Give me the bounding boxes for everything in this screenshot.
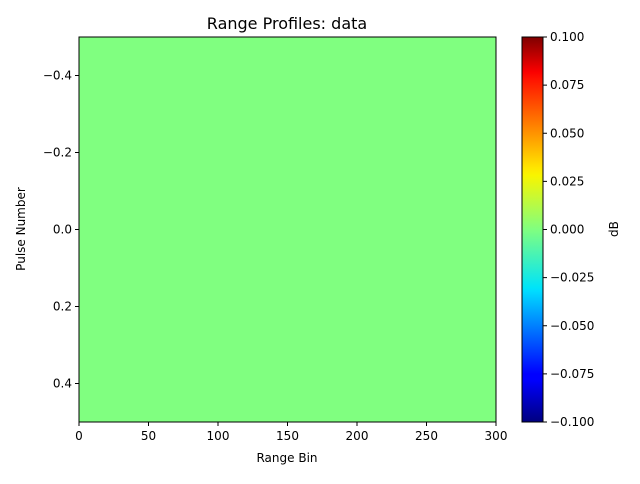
colorbar [522, 37, 543, 422]
colorbar-tick-label: −0.075 [550, 367, 594, 381]
colorbar-tick-label: 0.050 [550, 126, 584, 140]
y-tick-label: 0.4 [53, 377, 72, 391]
colorbar-label: dB [607, 221, 621, 237]
x-tick-label: 0 [75, 429, 83, 443]
x-tick-label: 250 [415, 429, 438, 443]
x-tick-label: 50 [141, 429, 156, 443]
y-axis: −0.4 −0.2 0.0 0.2 0.4 [43, 69, 79, 391]
y-tick-label: −0.2 [43, 146, 72, 160]
colorbar-axis: −0.100 −0.075 −0.050 −0.025 0.000 0.025 0.050 0… [543, 30, 594, 429]
colorbar-tick-label: −0.100 [550, 415, 594, 429]
colorbar-tick-label: 0.000 [550, 223, 584, 237]
colorbar-tick-label: 0.100 [550, 30, 584, 44]
x-tick-label: 100 [207, 429, 230, 443]
colorbar-tick-label: 0.075 [550, 78, 584, 92]
x-tick-label: 200 [346, 429, 369, 443]
colorbar-tick-label: 0.025 [550, 174, 584, 188]
colorbar-tick-label: −0.025 [550, 271, 594, 285]
colorbar-tick-label: −0.050 [550, 319, 594, 333]
heatmap-cell [79, 37, 496, 422]
x-tick-label: 150 [276, 429, 299, 443]
x-axis-label: Range Bin [256, 451, 317, 465]
x-axis: 0 50 100 150 200 250 300 [75, 422, 507, 443]
y-tick-label: 0.0 [53, 223, 72, 237]
y-tick-label: 0.2 [53, 300, 72, 314]
y-axis-label: Pulse Number [14, 187, 28, 271]
y-tick-label: −0.4 [43, 69, 72, 83]
x-tick-label: 300 [485, 429, 508, 443]
chart-title: Range Profiles: data [207, 14, 367, 33]
